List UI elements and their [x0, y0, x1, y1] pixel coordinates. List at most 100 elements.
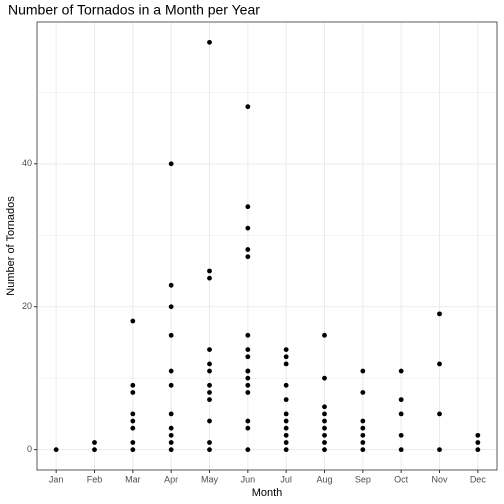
point — [130, 425, 136, 431]
point — [168, 368, 174, 374]
point — [245, 254, 251, 260]
point — [130, 447, 136, 453]
point — [360, 368, 366, 374]
point — [398, 368, 404, 374]
point — [475, 447, 481, 453]
point — [92, 447, 97, 453]
x-tick-label: Apr — [164, 474, 178, 484]
point — [245, 390, 251, 395]
point — [322, 411, 327, 417]
point — [283, 447, 289, 453]
point — [322, 332, 327, 338]
point — [283, 397, 289, 403]
y-tick-label: 0 — [27, 444, 32, 454]
chart-title: Number of Tornados in a Month per Year — [8, 2, 260, 18]
x-tick-label: Feb — [87, 474, 103, 484]
point — [322, 425, 327, 431]
point — [283, 440, 289, 445]
point — [437, 311, 442, 317]
x-tick-label: Nov — [431, 474, 448, 484]
point — [322, 440, 327, 445]
point — [168, 332, 174, 338]
point — [168, 282, 174, 288]
point — [207, 447, 212, 453]
point — [207, 268, 212, 274]
point — [130, 382, 136, 388]
point — [168, 425, 174, 431]
x-tick-label: Jun — [241, 474, 256, 484]
point — [245, 375, 251, 381]
point — [245, 347, 251, 353]
point — [283, 347, 289, 353]
x-tick-label: May — [201, 474, 219, 484]
point — [130, 411, 136, 417]
point — [168, 432, 174, 438]
point — [168, 304, 174, 310]
point — [245, 332, 251, 338]
point — [245, 368, 251, 374]
point — [322, 447, 327, 453]
point — [322, 375, 327, 381]
y-tick-label: 40 — [22, 158, 32, 168]
point — [168, 382, 174, 388]
point — [475, 432, 481, 438]
point — [283, 425, 289, 431]
point — [53, 447, 59, 453]
point — [207, 361, 212, 367]
point — [245, 447, 251, 453]
y-tick-label: 20 — [22, 301, 32, 311]
point — [92, 440, 97, 445]
point — [360, 447, 366, 453]
point — [168, 447, 174, 453]
x-tick-label: Sep — [355, 474, 371, 484]
point — [245, 418, 251, 424]
point — [283, 354, 289, 360]
point — [207, 275, 212, 281]
x-tick-label: Mar — [125, 474, 141, 484]
point — [245, 247, 251, 252]
point — [130, 440, 136, 445]
point — [398, 411, 404, 417]
point — [322, 432, 327, 438]
x-axis-label: Month — [252, 487, 283, 499]
point — [245, 104, 251, 110]
point — [207, 390, 212, 395]
point — [437, 411, 442, 417]
point — [130, 318, 136, 324]
point — [360, 418, 366, 424]
point — [245, 425, 251, 431]
point — [437, 447, 442, 453]
x-tick-label: Aug — [316, 474, 332, 484]
point — [130, 418, 136, 424]
point — [360, 390, 366, 395]
x-tick-label: Oct — [394, 474, 409, 484]
point — [475, 440, 481, 445]
point — [207, 39, 212, 45]
point — [322, 404, 327, 410]
point — [322, 418, 327, 424]
point — [360, 432, 366, 438]
point — [437, 361, 442, 367]
point — [207, 368, 212, 374]
point — [207, 397, 212, 403]
point — [168, 161, 174, 167]
x-tick-label: Jul — [280, 474, 292, 484]
point — [207, 440, 212, 445]
point — [360, 425, 366, 431]
point — [207, 382, 212, 388]
point — [207, 347, 212, 353]
x-tick-label: Dec — [470, 474, 487, 484]
point — [130, 390, 136, 395]
point — [360, 440, 366, 445]
point — [398, 397, 404, 403]
point — [398, 432, 404, 438]
x-tick-label: Jan — [49, 474, 64, 484]
point — [398, 447, 404, 453]
point — [245, 354, 251, 360]
point — [283, 432, 289, 438]
point — [168, 411, 174, 417]
point — [283, 411, 289, 417]
point — [283, 382, 289, 388]
